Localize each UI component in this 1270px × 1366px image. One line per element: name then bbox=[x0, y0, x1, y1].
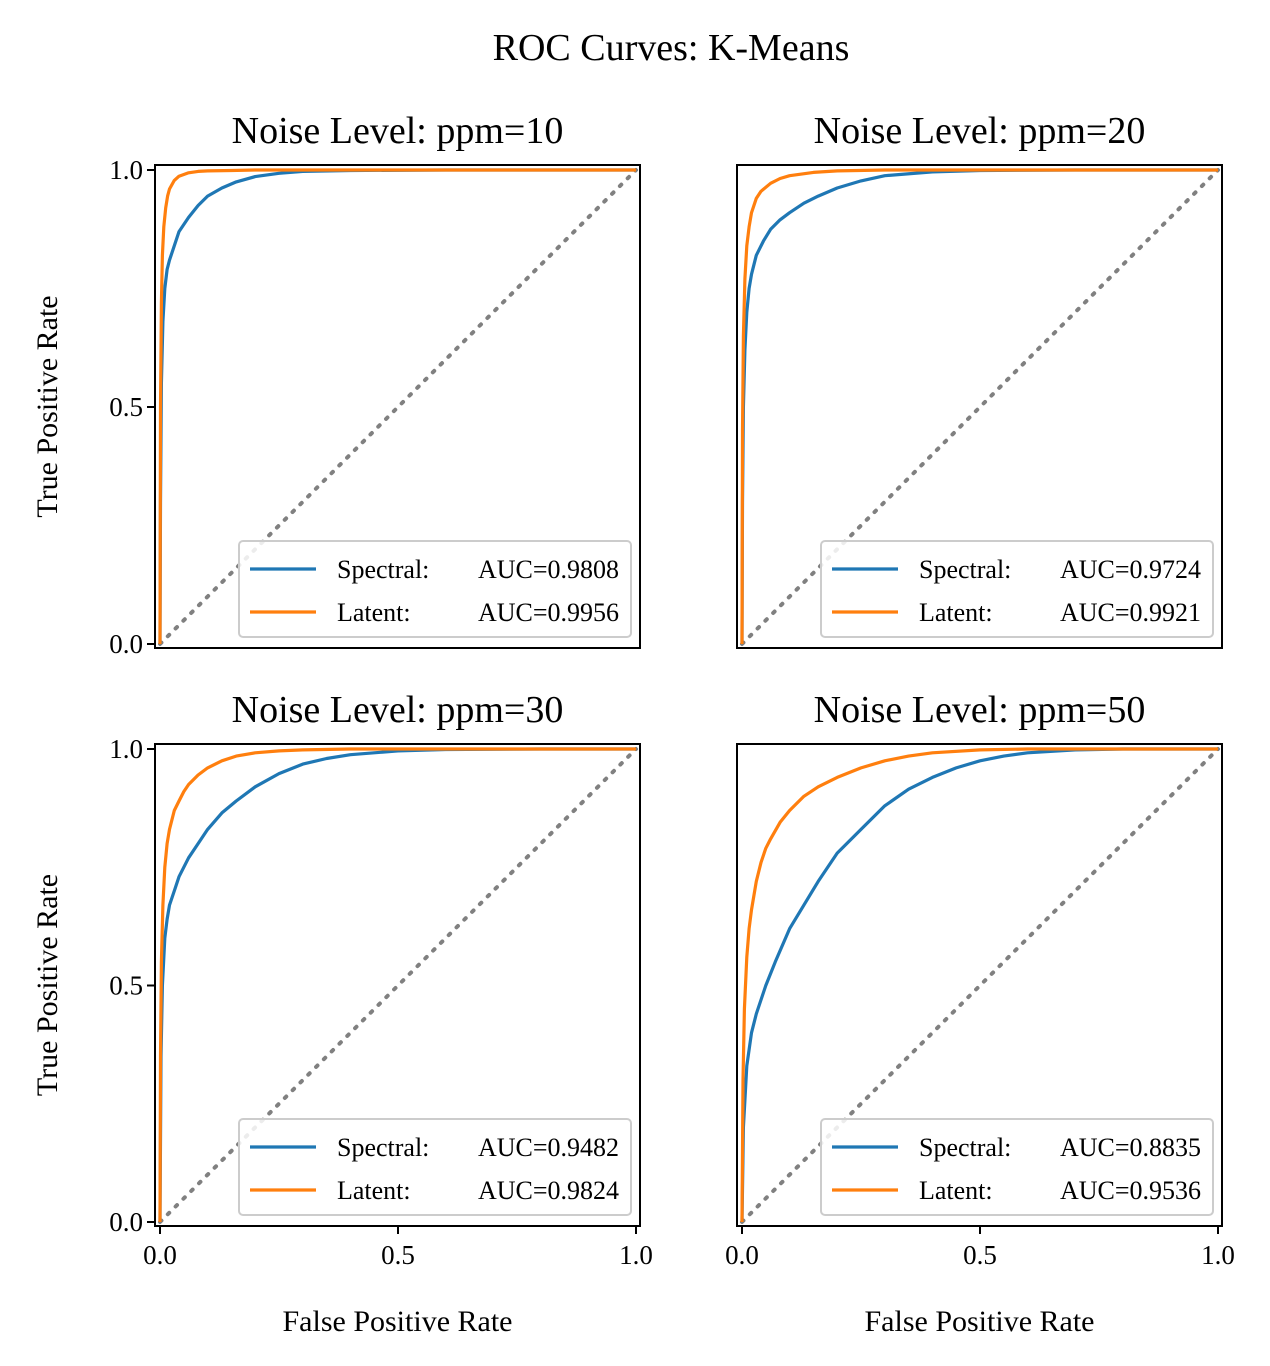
series-line-spectral bbox=[740, 168, 1218, 645]
subplot-title: Noise Level: ppm=30 bbox=[232, 689, 564, 731]
y-tick-label: 1.0 bbox=[109, 155, 143, 185]
subplot-4: Noise Level: ppm=50 0.0 0.5 1.0 False Positi… bbox=[725, 689, 1235, 1338]
legend: Spectral: AUC=0.8835 Latent: AUC=0.9536 bbox=[820, 1118, 1214, 1216]
legend-auc-latent: AUC=0.9921 bbox=[1060, 598, 1201, 627]
y-tick-label: 0.5 bbox=[109, 392, 143, 422]
subplot-1: Noise Level: ppm=10 0.0 0.5 1.0 True Positiv… bbox=[31, 110, 641, 659]
y-axis-label: True Positive Rate bbox=[31, 874, 64, 1096]
legend-auc-latent: AUC=0.9824 bbox=[478, 1176, 619, 1205]
legend-label-latent: Latent: bbox=[337, 1176, 411, 1205]
legend-auc-spectral: AUC=0.9724 bbox=[1060, 555, 1201, 584]
x-tick-label: 0.5 bbox=[963, 1240, 997, 1270]
legend-auc-latent: AUC=0.9536 bbox=[1060, 1176, 1201, 1205]
x-axis-label: False Positive Rate bbox=[865, 1305, 1095, 1338]
axes-frame bbox=[736, 164, 1223, 649]
subplot-title: Noise Level: ppm=20 bbox=[814, 110, 1146, 152]
x-tick-label: 1.0 bbox=[619, 1240, 653, 1270]
figure-title: ROC Curves: K-Means bbox=[493, 27, 850, 69]
y-tick-label: 1.0 bbox=[109, 734, 143, 764]
legend-box bbox=[238, 1118, 632, 1216]
subplot-title: Noise Level: ppm=10 bbox=[232, 110, 564, 152]
y-tick-label: 0.0 bbox=[109, 1207, 143, 1237]
series-line-spectral bbox=[158, 747, 636, 1223]
legend-box bbox=[820, 540, 1214, 638]
legend-auc-latent: AUC=0.9956 bbox=[478, 598, 619, 627]
legend: Spectral: AUC=0.9808 Latent: AUC=0.9956 bbox=[238, 540, 632, 638]
legend-box bbox=[820, 1118, 1214, 1216]
series-line-latent bbox=[740, 168, 1218, 645]
y-tick-label: 0.0 bbox=[109, 629, 143, 659]
x-tick-label: 0.0 bbox=[725, 1240, 759, 1270]
series-line-latent bbox=[158, 168, 636, 645]
subplot-2: Noise Level: ppm=20 Spectral: AUC=0.9724 La… bbox=[736, 110, 1223, 649]
legend-label-spectral: Spectral: bbox=[337, 1133, 429, 1162]
series-line-latent bbox=[158, 747, 636, 1223]
legend: Spectral: AUC=0.9724 Latent: AUC=0.9921 bbox=[820, 540, 1214, 638]
legend-label-latent: Latent: bbox=[919, 1176, 993, 1205]
x-axis-label: False Positive Rate bbox=[283, 1305, 513, 1338]
legend-auc-spectral: AUC=0.8835 bbox=[1060, 1133, 1201, 1162]
legend-box bbox=[238, 540, 632, 638]
x-tick-label: 0.5 bbox=[381, 1240, 415, 1270]
legend-auc-spectral: AUC=0.9808 bbox=[478, 555, 619, 584]
legend-label-spectral: Spectral: bbox=[337, 555, 429, 584]
series-line-latent bbox=[740, 747, 1218, 1223]
subplot-3: Noise Level: ppm=30 0.0 0.5 1.0 0.0 0.5 1.0 Tru… bbox=[31, 689, 653, 1338]
legend-label-spectral: Spectral: bbox=[919, 1133, 1011, 1162]
x-tick-label: 0.0 bbox=[143, 1240, 177, 1270]
y-axis-label: True Positive Rate bbox=[31, 295, 64, 517]
x-tick-label: 1.0 bbox=[1201, 1240, 1235, 1270]
y-tick-label: 0.5 bbox=[109, 971, 143, 1001]
legend-label-latent: Latent: bbox=[919, 598, 993, 627]
legend-label-latent: Latent: bbox=[337, 598, 411, 627]
legend-auc-spectral: AUC=0.9482 bbox=[478, 1133, 619, 1162]
subplots: Noise Level: ppm=10 0.0 0.5 1.0 True Positiv… bbox=[31, 110, 1235, 1338]
legend: Spectral: AUC=0.9482 Latent: AUC=0.9824 bbox=[238, 1118, 632, 1216]
subplot-title: Noise Level: ppm=50 bbox=[814, 689, 1146, 731]
series-line-spectral bbox=[740, 747, 1218, 1223]
legend-label-spectral: Spectral: bbox=[919, 555, 1011, 584]
